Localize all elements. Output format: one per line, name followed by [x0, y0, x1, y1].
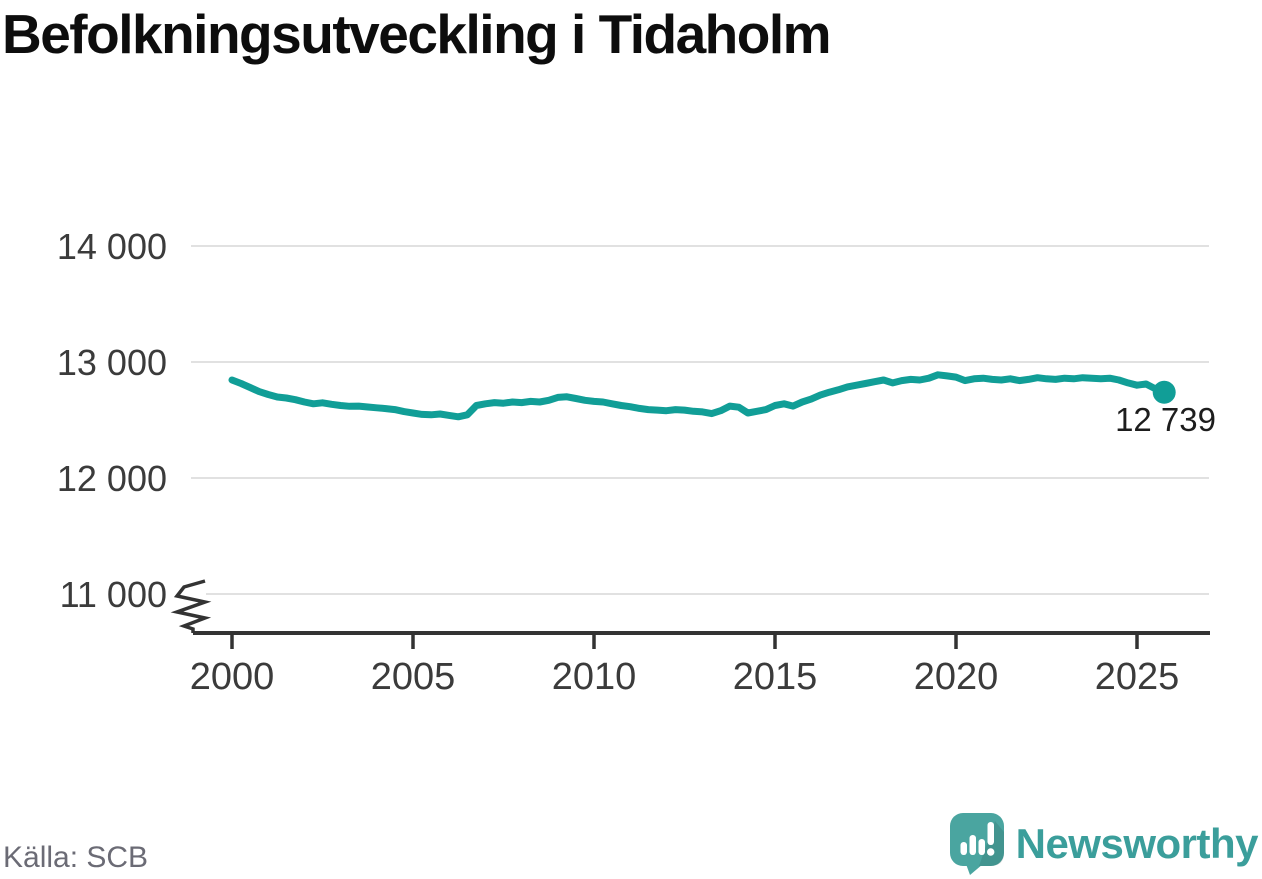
population-line-chart: 11 000 12 000 13 000 14 000 2000 2005 2010 201… [57, 226, 1216, 698]
x-tick-label: 2015 [733, 656, 818, 698]
y-tick-label: 14 000 [57, 226, 167, 267]
population-line [228, 371, 1168, 421]
x-tick-label: 2000 [190, 656, 275, 698]
x-tick-label: 2005 [371, 656, 456, 698]
newsworthy-logo-text: Newsworthy [1015, 819, 1259, 867]
source-label: Källa: SCB [3, 841, 149, 874]
chart-title: Befolkningsutveckling i Tidaholm [2, 3, 832, 65]
last-value-label: 12 739 [1115, 401, 1216, 438]
x-tick-label: 2025 [1095, 656, 1180, 698]
gridlines [191, 245, 1209, 595]
last-value-dot [1152, 380, 1176, 404]
y-tick-label: 12 000 [57, 458, 167, 499]
x-axis-ticks: 2000 2005 2010 2015 2020 2025 [190, 634, 1180, 698]
y-tick-label: 11 000 [60, 574, 167, 615]
x-tick-label: 2020 [914, 656, 999, 698]
x-tick-label: 2010 [552, 656, 637, 698]
y-axis-labels: 11 000 12 000 13 000 14 000 [57, 226, 167, 615]
y-axis-break-icon [170, 579, 212, 633]
newsworthy-logo: Newsworthy [949, 812, 1259, 875]
y-tick-label: 13 000 [57, 342, 167, 383]
newsworthy-logo-icon [949, 813, 1004, 875]
